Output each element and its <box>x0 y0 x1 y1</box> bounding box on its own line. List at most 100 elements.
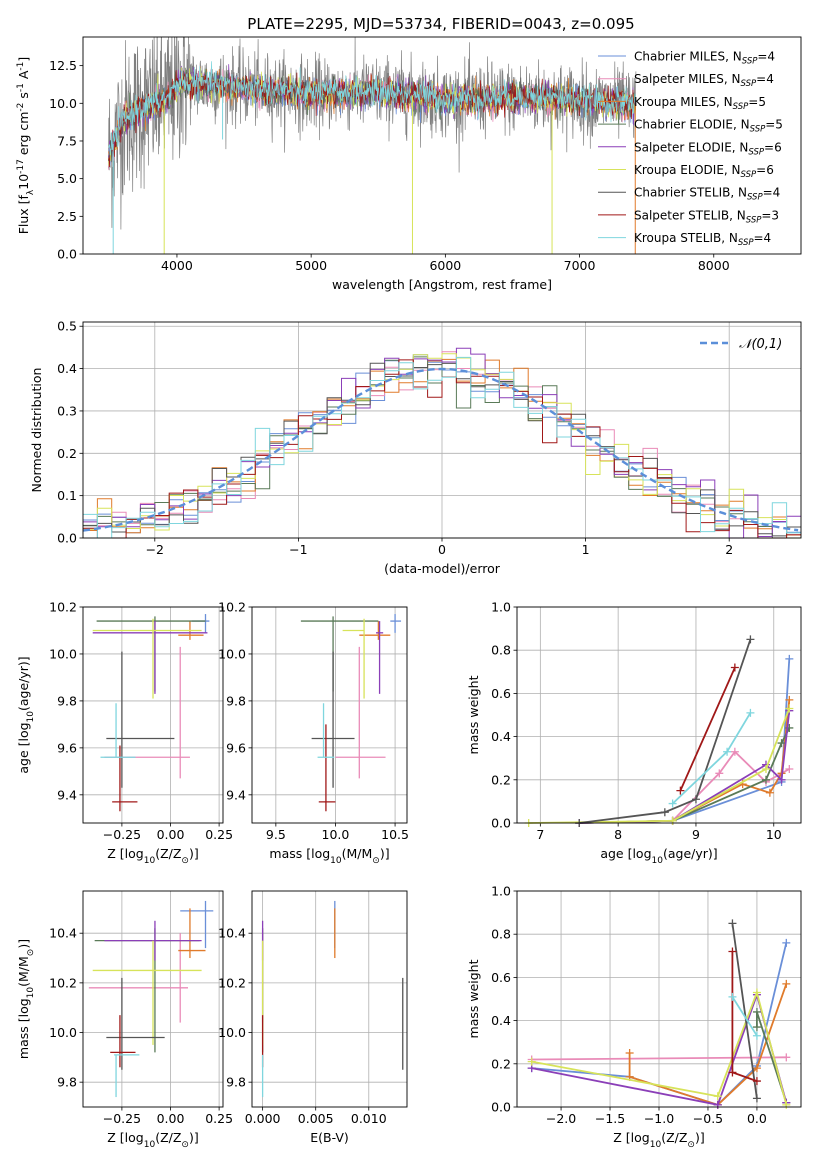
axes-frame <box>82 606 224 824</box>
axes-frame <box>251 606 408 824</box>
massweight-marker <box>713 1092 722 1101</box>
y-tick-label: 10.0 <box>49 646 77 661</box>
x-tick-label: 0.25 <box>205 1111 233 1126</box>
histogram-step-series <box>83 353 801 539</box>
massweight-series-line <box>579 710 791 824</box>
axes-frame <box>516 606 802 824</box>
massweight-series-line <box>579 658 791 824</box>
x-tick-label: 0.010 <box>351 1111 387 1126</box>
x-tick-label: 9.5 <box>266 827 286 842</box>
legend-entry: Kroupa ELODIE, NSSP=6 <box>634 163 774 180</box>
y-tick-label: 0.4 <box>57 361 77 376</box>
legend-entry: Chabrier ELODIE, NSSP=5 <box>634 118 783 135</box>
massweight-marker <box>752 1094 761 1103</box>
y-tick-label: 10.0 <box>218 1025 246 1040</box>
panel-age_vs_mass: 9.5 10.0 10.5 9.4 9.6 9.8 10.0 10.2 mass [log10(… <box>218 600 409 867</box>
y-tick-label: 0.4 <box>491 1013 511 1028</box>
histogram-step-series <box>83 351 801 539</box>
y-tick-label: 0.0 <box>57 531 77 546</box>
y-tick-label: 1.0 <box>491 600 511 615</box>
x-tick-label: 0.00 <box>157 1111 185 1126</box>
y-tick-label: 10.2 <box>218 975 246 990</box>
y-axis-label: mass weight <box>466 675 481 754</box>
y-tick-label: 2.5 <box>57 209 77 224</box>
massweight-marker <box>785 695 794 704</box>
x-tick-label: −1.0 <box>644 1111 674 1126</box>
y-axis-label: mass [log10(M/M⊙)] <box>16 939 36 1059</box>
legend-entry: Salpeter STELIB, NSSP=3 <box>634 208 779 225</box>
y-tick-label: 0.1 <box>57 488 77 503</box>
massweight-marker <box>752 988 761 997</box>
massweight-marker <box>746 635 755 644</box>
legend-entry: Salpeter MILES, NSSP=4 <box>634 72 774 89</box>
massweight-series-line <box>731 923 758 1099</box>
massweight-marker <box>782 1100 791 1109</box>
x-tick-label: 7 <box>536 827 544 842</box>
massweight-marker <box>730 663 739 672</box>
massweight-series-line <box>579 639 752 824</box>
massweight-marker <box>746 708 755 717</box>
massweight-marker <box>728 947 737 956</box>
massweight-series-line <box>731 996 758 1037</box>
spectrum-data-line <box>108 37 637 230</box>
y-tick-label: 9.6 <box>57 740 77 755</box>
normal-reference-curve <box>82 367 799 532</box>
massweight-marker <box>668 816 677 825</box>
massweight-marker <box>765 788 774 797</box>
massweight-marker <box>527 1057 536 1066</box>
x-tick-label: 4000 <box>161 258 193 273</box>
legend-entry: Kroupa STELIB, NSSP=4 <box>634 231 771 248</box>
y-tick-label: 0.8 <box>491 927 511 942</box>
massweight-marker <box>782 1053 791 1062</box>
panel-massweight_vs_age: 7 8 9 10 0.0 0.2 0.4 0.6 0.8 1.0 age [log10(age/yr… <box>466 600 802 866</box>
histogram-step-series <box>83 347 801 539</box>
panel-spectrum: 4000 5000 6000 7000 8000 0.0 2.5 5.0 7.5 10.0 12.5… <box>16 36 802 292</box>
x-axis-label: (data-model)/error <box>384 561 501 576</box>
x-tick-label: 0.0 <box>747 1111 767 1126</box>
y-tick-label: 0.2 <box>491 772 511 787</box>
x-tick-label: 8000 <box>698 258 730 273</box>
x-tick-label: 1 <box>582 542 590 557</box>
y-axis-label: Flux [fλ10-17 erg cm-2 s-1 A-1] <box>16 57 36 235</box>
massweight-marker <box>782 938 791 947</box>
x-tick-label: 5000 <box>295 258 327 273</box>
x-tick-label: 10 <box>766 827 782 842</box>
y-tick-label: 10.4 <box>218 926 246 941</box>
x-tick-label: 10.5 <box>381 827 409 842</box>
massweight-marker <box>785 704 794 713</box>
legend-entry: Kroupa MILES, NSSP=5 <box>634 95 766 112</box>
y-tick-label: 9.8 <box>226 1075 246 1090</box>
y-axis-label: Normed distribution <box>29 368 44 493</box>
y-tick-label: 1.0 <box>491 884 511 899</box>
axes-frame <box>82 36 802 255</box>
x-tick-label: 6000 <box>429 258 461 273</box>
y-tick-label: 9.4 <box>57 787 77 802</box>
y-tick-label: 10.0 <box>49 96 77 111</box>
y-tick-label: 5.0 <box>57 171 77 186</box>
x-tick-label: −2 <box>146 542 164 557</box>
massweight-marker <box>728 992 737 1001</box>
y-tick-label: 7.5 <box>57 133 77 148</box>
x-axis-label: Z [log10(Z/Z⊙)] <box>107 1130 198 1150</box>
massweight-marker <box>782 979 791 988</box>
y-tick-label: 0.0 <box>491 816 511 831</box>
massweight-marker <box>728 1068 737 1077</box>
massweight-marker <box>730 747 739 756</box>
x-tick-label: 8 <box>614 827 622 842</box>
x-tick-label: −1 <box>289 542 307 557</box>
massweight-marker <box>777 775 786 784</box>
axes-frame <box>516 890 802 1108</box>
x-tick-label: 7000 <box>564 258 596 273</box>
massweight-marker <box>715 769 724 778</box>
panel-residual_hist: −2 −1 0 1 2 0.0 0.1 0.2 0.3 0.4 0.5 (data-model)/er… <box>29 319 802 576</box>
massweight-marker <box>761 765 770 773</box>
x-axis-label: E(B-V) <box>310 1130 349 1145</box>
massweight-marker <box>668 799 677 808</box>
x-tick-label: 0.005 <box>298 1111 334 1126</box>
massweight-marker <box>785 765 794 773</box>
x-tick-label: 0.00 <box>157 827 185 842</box>
x-axis-label: Z [log10(Z/Z⊙)] <box>107 846 198 866</box>
legend-entry: Chabrier MILES, NSSP=4 <box>634 50 775 67</box>
y-tick-label: 0.5 <box>57 319 77 334</box>
